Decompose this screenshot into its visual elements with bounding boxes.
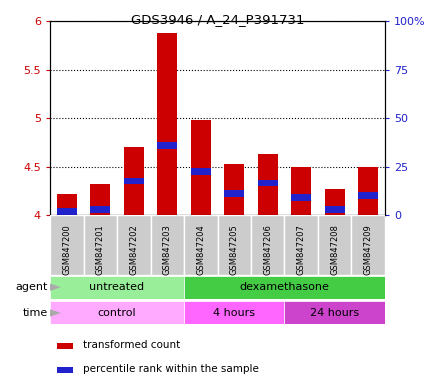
Bar — [56, 208, 77, 215]
Text: GSM847206: GSM847206 — [263, 224, 272, 275]
Bar — [190, 168, 210, 175]
Bar — [184, 276, 384, 299]
Bar — [56, 343, 72, 349]
Text: GSM847204: GSM847204 — [196, 224, 205, 275]
Text: GSM847200: GSM847200 — [62, 224, 71, 275]
Bar — [56, 194, 77, 215]
Bar — [257, 154, 277, 215]
Bar — [90, 184, 110, 215]
Bar — [190, 120, 210, 215]
Bar — [250, 215, 284, 275]
Bar — [357, 192, 378, 199]
Bar — [324, 206, 344, 213]
Bar — [157, 142, 177, 149]
Bar — [83, 215, 117, 275]
Text: GDS3946 / A_24_P391731: GDS3946 / A_24_P391731 — [131, 13, 303, 26]
Text: GSM847209: GSM847209 — [363, 224, 372, 275]
Bar — [324, 189, 344, 215]
Polygon shape — [50, 309, 61, 317]
Bar — [351, 215, 384, 275]
Bar — [50, 301, 184, 324]
Text: GSM847205: GSM847205 — [229, 224, 238, 275]
Bar — [284, 215, 317, 275]
Bar — [123, 147, 144, 215]
Text: percentile rank within the sample: percentile rank within the sample — [82, 364, 258, 374]
Bar — [284, 301, 384, 324]
Bar — [90, 206, 110, 213]
Text: agent: agent — [16, 282, 48, 292]
Bar — [217, 215, 250, 275]
Text: GSM847203: GSM847203 — [162, 224, 171, 275]
Bar — [224, 190, 244, 197]
Bar — [184, 301, 284, 324]
Bar — [317, 215, 351, 275]
Bar — [290, 194, 311, 201]
Text: 4 hours: 4 hours — [213, 308, 255, 318]
Bar — [290, 167, 311, 215]
Text: 24 hours: 24 hours — [309, 308, 358, 318]
Bar — [50, 215, 83, 275]
Polygon shape — [50, 283, 61, 291]
Text: GSM847207: GSM847207 — [296, 224, 305, 275]
Text: transformed count: transformed count — [82, 340, 180, 350]
Bar — [157, 33, 177, 215]
Text: GSM847208: GSM847208 — [329, 224, 339, 275]
Text: dexamethasone: dexamethasone — [239, 282, 329, 292]
Text: control: control — [98, 308, 136, 318]
Bar — [50, 276, 184, 299]
Text: untreated: untreated — [89, 282, 144, 292]
Bar — [184, 215, 217, 275]
Bar — [150, 215, 184, 275]
Bar — [257, 180, 277, 187]
Text: time: time — [23, 308, 48, 318]
Bar — [357, 167, 378, 215]
Bar — [224, 164, 244, 215]
Bar — [56, 367, 72, 372]
Bar — [117, 215, 150, 275]
Text: GSM847201: GSM847201 — [95, 224, 105, 275]
Text: GSM847202: GSM847202 — [129, 224, 138, 275]
Bar — [123, 178, 144, 184]
